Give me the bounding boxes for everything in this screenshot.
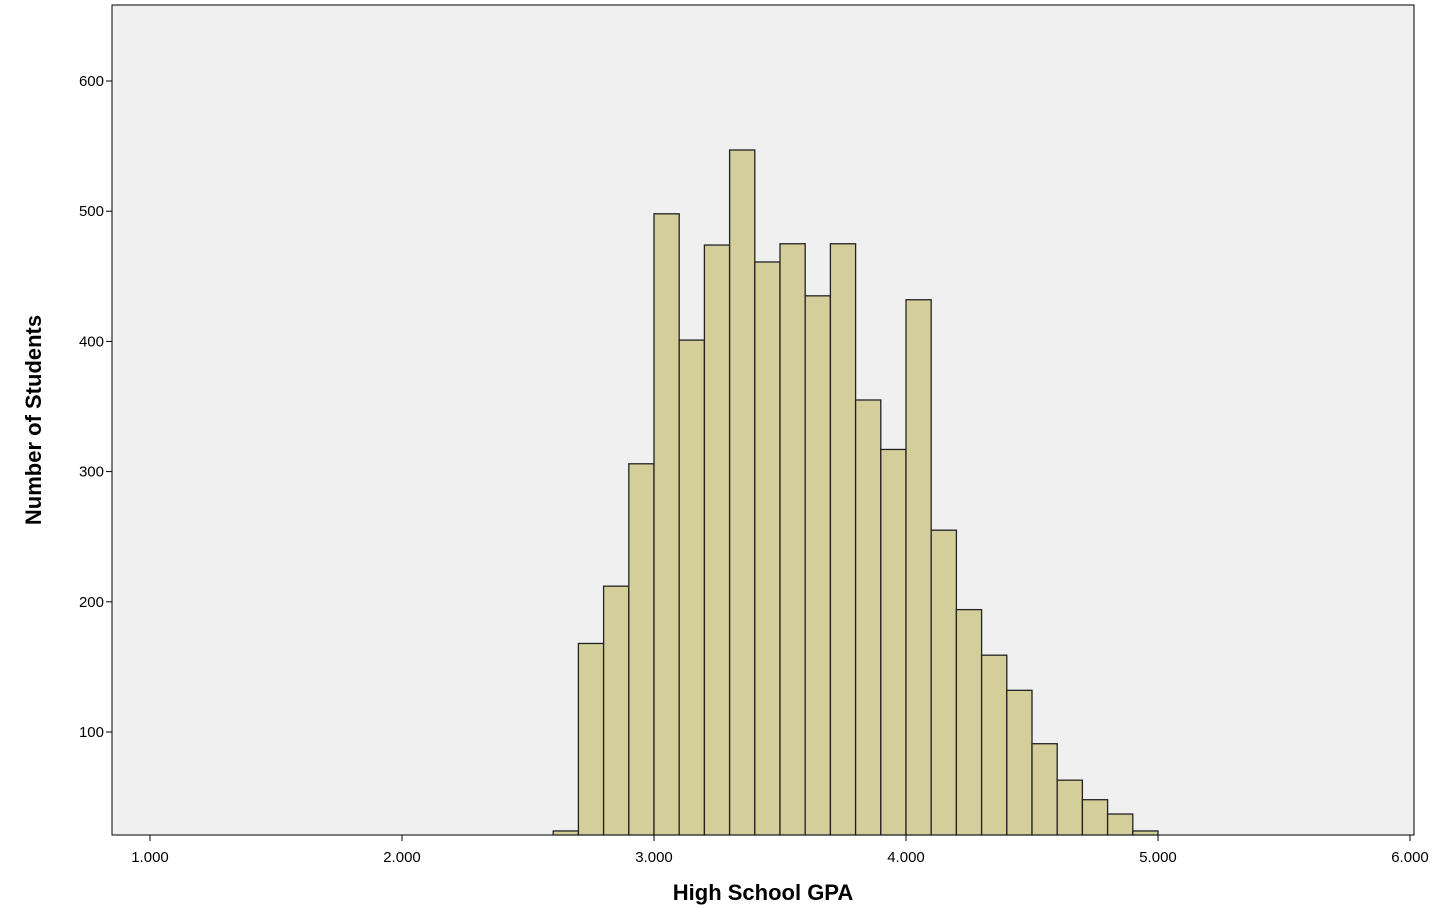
histogram-bar xyxy=(1056,779,1084,836)
histogram-bar xyxy=(1081,799,1109,836)
histogram-bar xyxy=(728,149,756,836)
bars-group xyxy=(552,149,1159,836)
x-tick-label: 2.000 xyxy=(383,849,421,866)
histogram-bar xyxy=(854,399,882,836)
histogram-bar xyxy=(880,448,907,836)
x-tick-label: 3.000 xyxy=(635,849,673,866)
histogram-bar xyxy=(653,213,680,836)
histogram-bar xyxy=(602,585,630,836)
histogram-bar xyxy=(1031,743,1058,836)
y-tick-label: 500 xyxy=(79,203,104,220)
histogram-bar xyxy=(930,529,958,836)
y-tick-label: 100 xyxy=(79,724,104,741)
x-tick-label: 4.000 xyxy=(887,849,925,866)
y-tick-label: 600 xyxy=(79,73,104,90)
histogram-bar xyxy=(905,299,932,836)
histogram-bar xyxy=(703,244,731,836)
histogram-bar xyxy=(577,642,605,836)
histogram-bar xyxy=(955,608,983,836)
histogram-bar xyxy=(804,295,832,836)
histogram-bar xyxy=(678,339,706,836)
y-tick-label: 200 xyxy=(79,594,104,611)
histogram-bar xyxy=(779,243,806,836)
x-axis-title: High School GPA xyxy=(673,880,854,905)
y-tick-label: 300 xyxy=(79,464,104,481)
histogram-bar xyxy=(552,830,580,836)
histogram-bar xyxy=(628,463,655,836)
x-tick-label: 1.000 xyxy=(131,849,169,866)
histogram-bar xyxy=(1132,830,1159,836)
histogram-bar xyxy=(980,654,1008,836)
histogram-bar xyxy=(1006,689,1033,836)
y-axis-title: Number of Students xyxy=(21,315,46,525)
histogram-bar xyxy=(829,243,857,836)
x-tick-label: 5.000 xyxy=(1139,849,1177,866)
y-axis: 100 200 300 400 500 600 xyxy=(79,73,112,741)
x-axis: 1.000 2.000 3.000 4.000 5.000 6.000 xyxy=(131,835,1429,866)
y-tick-label: 400 xyxy=(79,333,104,350)
histogram-bar xyxy=(754,261,781,836)
histogram-bar xyxy=(1106,813,1134,836)
x-tick-label: 6.000 xyxy=(1391,849,1429,866)
